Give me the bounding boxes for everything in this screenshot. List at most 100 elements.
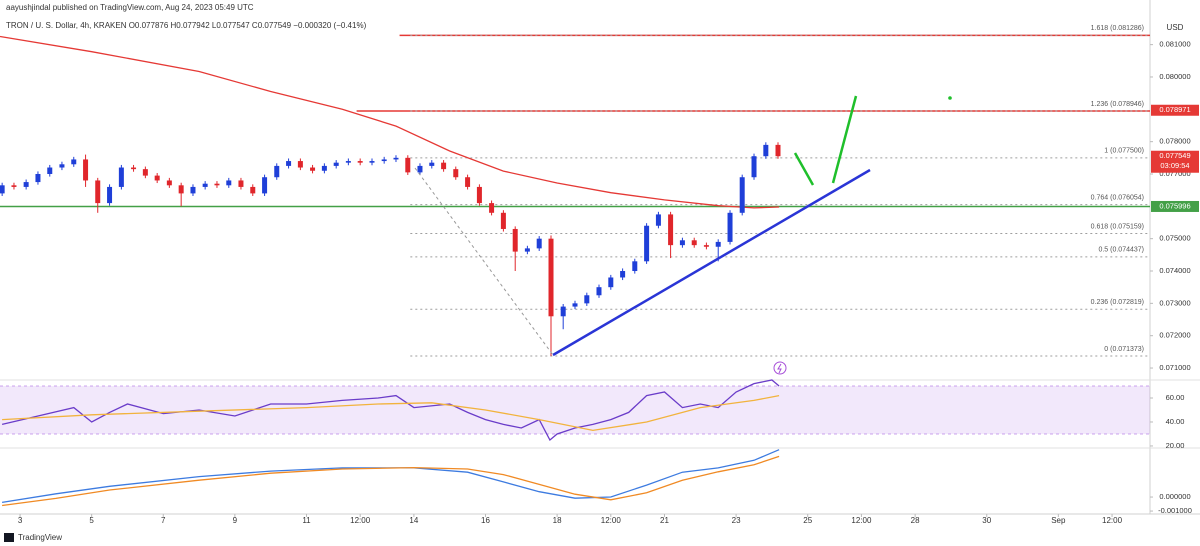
candle-body [465, 177, 471, 187]
candle-body [429, 162, 435, 166]
x-tick-label: Sep [1051, 516, 1066, 525]
candle-body [524, 248, 530, 252]
candle-body [262, 177, 268, 194]
price-marker-label: 0.075996 [1159, 201, 1190, 210]
rsi-band [0, 385, 1150, 434]
candle-body [226, 180, 232, 186]
arrow-stroke [793, 152, 815, 186]
fib-label: 1.618 (0.081286) [1091, 25, 1144, 32]
candle-body [476, 186, 482, 204]
fib-label: 0.236 (0.072819) [1091, 299, 1144, 306]
x-tick-label: 23 [732, 516, 741, 525]
candle-body [274, 165, 280, 178]
candle-body [512, 228, 518, 252]
event-icon-bolt [777, 363, 782, 374]
symbol-info: TRON / U. S. Dollar, 4h, KRAKEN O0.07787… [6, 21, 367, 30]
logo: TradingView [18, 533, 62, 542]
candle-body [214, 183, 220, 186]
x-tick-label: 7 [161, 516, 166, 525]
price-marker [1151, 200, 1199, 212]
fib-label: 1 (0.077500) [1104, 148, 1144, 155]
price-marker-label: 0.077549 [1159, 151, 1190, 160]
series-line [0, 35, 780, 209]
candle-body [321, 165, 327, 171]
candle-body [202, 183, 208, 187]
y-tick-label: 0.073000 [1159, 298, 1190, 307]
x-tick-label: 9 [233, 516, 238, 525]
candle-body [727, 212, 733, 242]
candle-body [763, 144, 769, 157]
x-tick-label: 12:00 [1102, 516, 1123, 525]
y-tick-label: 20.00 [1166, 441, 1185, 450]
candle-body [560, 306, 566, 317]
x-tick-label: 3 [18, 516, 23, 525]
price-marker-label: 0.078971 [1159, 105, 1190, 114]
published: aayushjindal published on TradingView.co… [6, 3, 254, 12]
y-tick-label: 0.080000 [1159, 72, 1190, 81]
y-tick-label: 0.074000 [1159, 266, 1190, 275]
fib-trend [414, 167, 554, 356]
x-tick-label: 25 [803, 516, 812, 525]
x-tick-label: 21 [660, 516, 669, 525]
candle-body [345, 161, 351, 163]
fib-label: 0.764 (0.076054) [1091, 194, 1144, 201]
event-icon [773, 361, 787, 375]
x-tick-label: 14 [409, 516, 418, 525]
candle-body [190, 186, 196, 194]
candle-body [23, 182, 29, 187]
candle-body [703, 245, 709, 247]
countdown: 03:09:54 [1160, 161, 1189, 170]
y-tick-label: 0.071000 [1159, 363, 1190, 372]
candle-body [584, 295, 590, 304]
candle-body [536, 238, 542, 249]
x-tick-label: 5 [89, 516, 94, 525]
x-tick-label: 12:00 [851, 516, 872, 525]
candle-body [166, 180, 172, 186]
price-marker [1151, 104, 1199, 116]
candle-body [668, 214, 674, 246]
candle-body [608, 277, 614, 288]
y-tick-label: 0.077000 [1159, 169, 1190, 178]
candle-body [47, 167, 53, 174]
candle-body [286, 161, 292, 166]
drawings [414, 95, 952, 375]
candle-body [441, 162, 447, 170]
candle-body [35, 173, 41, 183]
candle-body [310, 167, 316, 171]
candle-body [453, 169, 459, 178]
candle-body [572, 303, 578, 307]
candle-body [178, 185, 184, 194]
candle-body [131, 167, 137, 170]
series-line [2, 394, 780, 432]
candle-body [238, 180, 244, 187]
y-tick-label: 0.081000 [1159, 40, 1190, 49]
candle-body [393, 157, 399, 160]
candle-body [95, 180, 101, 204]
trend-line [552, 168, 871, 357]
candle-body [548, 238, 554, 317]
candle-body [405, 157, 411, 173]
candle-body [297, 161, 303, 168]
fib-label: 1.236 (0.078946) [1091, 101, 1144, 108]
currency: USD [1167, 23, 1184, 32]
series-line [1, 449, 780, 504]
candle-body [417, 165, 423, 173]
candle-body [357, 161, 363, 163]
y-tick-label: -0.001000 [1158, 506, 1192, 515]
candle-body [691, 240, 697, 246]
y-tick-label: 0.075000 [1159, 234, 1190, 243]
candle-body [679, 240, 685, 246]
candle-body [71, 159, 77, 165]
x-tick-label: 11 [302, 516, 311, 525]
candle-body [632, 261, 638, 272]
y-tick-label: 60.00 [1166, 393, 1185, 402]
x-tick-label: 12:00 [601, 516, 622, 525]
x-tick-label: 18 [553, 516, 562, 525]
candle-body [154, 175, 160, 181]
candle-body [596, 287, 602, 296]
candle-body [715, 241, 721, 247]
logo-icon [4, 533, 14, 542]
